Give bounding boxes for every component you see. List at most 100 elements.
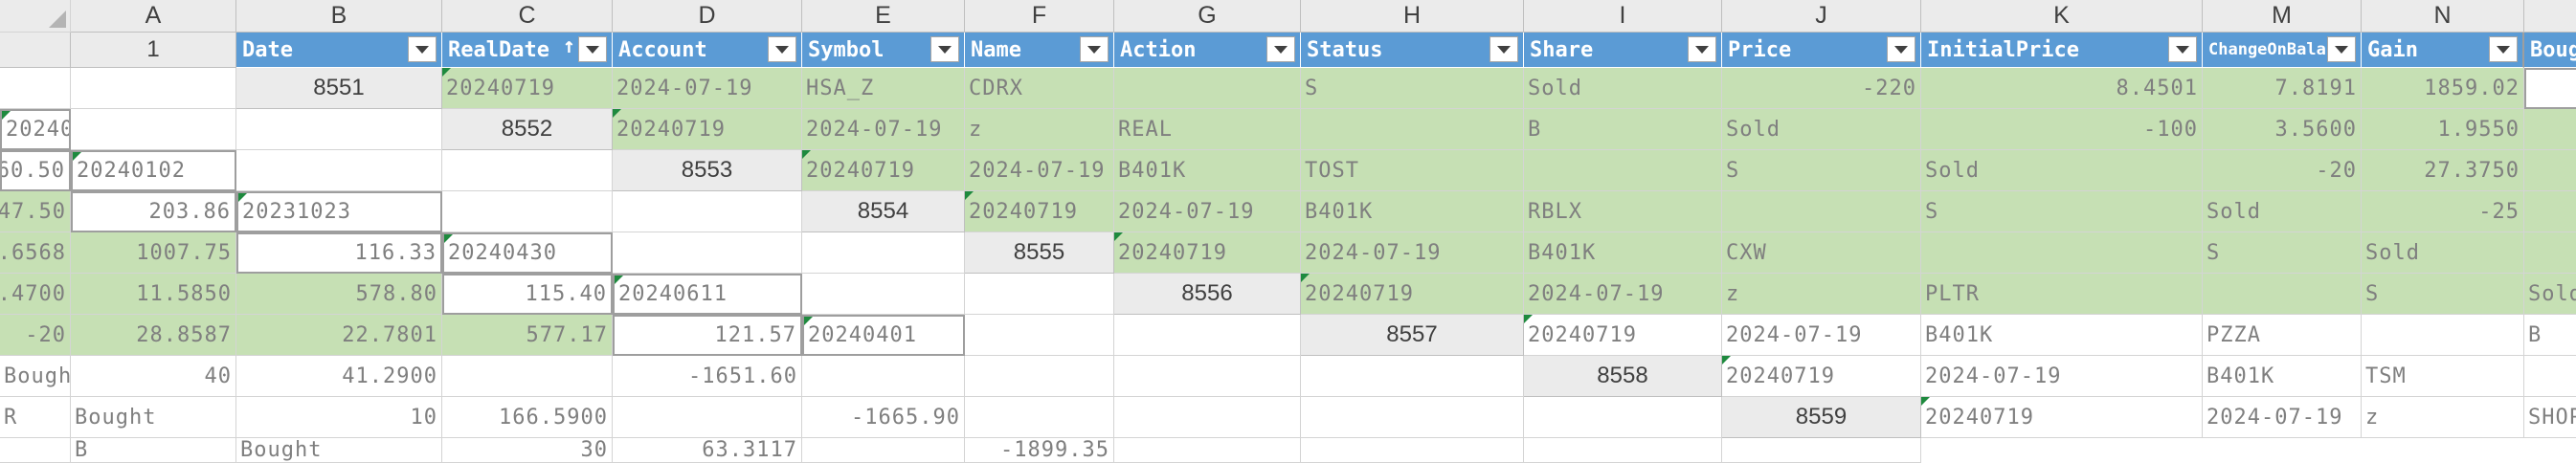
cell-boughtdate[interactable]: 20231023 xyxy=(236,191,442,232)
cell-status[interactable]: Sold xyxy=(1722,109,1921,150)
cell-share[interactable]: -25 xyxy=(2362,191,2524,232)
cell-realdate[interactable]: 2024-07-19 xyxy=(613,68,802,109)
cell-status[interactable]: Bought xyxy=(236,438,442,463)
row-header[interactable]: 8551 xyxy=(236,68,442,109)
cell-share[interactable]: -20 xyxy=(2203,150,2362,191)
column-header-n[interactable]: N xyxy=(2362,0,2524,33)
cell-share[interactable]: -20 xyxy=(0,315,71,356)
cell-action[interactable]: B xyxy=(2524,315,2576,356)
cell-realdate[interactable]: 2024-07-19 xyxy=(1524,274,1722,315)
cell-symbol[interactable]: TSM xyxy=(2362,356,2524,397)
filter-dropdown-button[interactable] xyxy=(768,36,796,62)
cell-account[interactable]: B401K xyxy=(2203,356,2362,397)
field-header-initialprice[interactable]: InitialPrice xyxy=(1921,33,2203,68)
cell-action[interactable]: S xyxy=(1722,150,1921,191)
filter-dropdown-button[interactable] xyxy=(1080,36,1109,62)
select-all-corner[interactable] xyxy=(0,0,71,33)
field-header-boughtdate[interactable]: BoughtDate xyxy=(2524,33,2576,68)
cell-changeonbalance[interactable]: -1665.90 xyxy=(802,397,965,438)
row-header[interactable]: 8555 xyxy=(965,232,1114,274)
cell-changeonbalance[interactable]: -1899.35 xyxy=(965,438,1114,463)
cell-account[interactable]: HSA_Z xyxy=(802,68,965,109)
cell-account[interactable]: B401K xyxy=(1524,232,1722,274)
cell-action[interactable]: S xyxy=(1301,68,1524,109)
cell-symbol[interactable]: PZZA xyxy=(2203,315,2362,356)
cell-realdate[interactable]: 2024-07-19 xyxy=(1301,232,1524,274)
column-header-g[interactable]: G xyxy=(1114,0,1301,33)
cell-symbol[interactable]: REAL xyxy=(1114,109,1301,150)
cell-changeonbalance[interactable]: 578.80 xyxy=(236,274,442,315)
column-header-a[interactable]: A xyxy=(71,0,236,33)
cell-realdate[interactable]: 2024-07-19 xyxy=(802,109,965,150)
cell-name[interactable] xyxy=(1921,232,2203,274)
cell-gain[interactable]: 203.86 xyxy=(71,191,236,232)
cell-gain[interactable]: 160.50 xyxy=(0,150,71,191)
cell-changeonbalance[interactable]: 577.17 xyxy=(442,315,613,356)
cell-date[interactable]: 20240719 xyxy=(965,191,1114,232)
cell-initialprice[interactable]: 1.9550 xyxy=(2362,109,2524,150)
cell-account[interactable]: z xyxy=(965,109,1114,150)
column-header-b[interactable]: B xyxy=(236,0,442,33)
cell-price[interactable]: 14.4700 xyxy=(0,274,71,315)
cell-boughtdate[interactable] xyxy=(1114,397,1301,438)
cell-share[interactable]: -220 xyxy=(1722,68,1921,109)
cell-date[interactable]: 20240719 xyxy=(1722,356,1921,397)
cell-share[interactable]: -40 xyxy=(2524,232,2576,274)
cell-gain[interactable]: 121.57 xyxy=(613,315,802,356)
cell-realdate[interactable]: 2024-07-19 xyxy=(1722,315,1921,356)
cell-changeonbalance[interactable]: 356.00 xyxy=(2524,109,2576,150)
cell-gain[interactable] xyxy=(1114,438,1301,463)
cell-initialprice[interactable] xyxy=(442,356,613,397)
cell-boughtdate[interactable]: 20240611 xyxy=(613,274,802,315)
cell-status[interactable]: Sold xyxy=(1921,150,2203,191)
cell-price[interactable]: 27.3750 xyxy=(2362,150,2524,191)
cell-boughtdate[interactable]: 20240401 xyxy=(802,315,965,356)
cell-date[interactable]: 20240719 xyxy=(1524,315,1722,356)
cell-date[interactable]: 20240719 xyxy=(442,68,613,109)
cell-share[interactable]: 40 xyxy=(71,356,236,397)
cell-gain[interactable]: 116.33 xyxy=(236,232,442,274)
column-header-e[interactable]: E xyxy=(802,0,965,33)
cell-initialprice[interactable]: 17.1818 xyxy=(2524,150,2576,191)
row-header[interactable]: 8559 xyxy=(1722,397,1921,438)
cell-price[interactable]: 41.2900 xyxy=(236,356,442,397)
filter-dropdown-button[interactable] xyxy=(2327,36,2356,62)
cell-price[interactable]: 166.5900 xyxy=(442,397,613,438)
cell-date[interactable]: 20240719 xyxy=(1921,397,2203,438)
cell-price[interactable]: 63.3117 xyxy=(613,438,802,463)
cell-name[interactable] xyxy=(2203,274,2362,315)
column-header-k[interactable]: K xyxy=(1921,0,2203,33)
filter-dropdown-button[interactable] xyxy=(408,36,437,62)
cell-boughtdate[interactable] xyxy=(1301,438,1524,463)
cell-account[interactable]: z xyxy=(1722,274,1921,315)
row-header-1[interactable]: 1 xyxy=(71,33,236,68)
cell-name[interactable] xyxy=(1301,109,1524,150)
cell-symbol[interactable]: RBLX xyxy=(1524,191,1722,232)
cell-changeonbalance[interactable]: 547.50 xyxy=(0,191,71,232)
field-header-gain[interactable]: Gain xyxy=(2362,33,2524,68)
field-header-symbol[interactable]: Symbol xyxy=(802,33,965,68)
cell-gain[interactable] xyxy=(965,397,1114,438)
field-header-date[interactable]: Date xyxy=(236,33,442,68)
cell-changeonbalance[interactable]: -1651.60 xyxy=(613,356,802,397)
cell-initialprice[interactable]: 35.6568 xyxy=(0,232,71,274)
field-header-share[interactable]: Share xyxy=(1524,33,1722,68)
cell-action[interactable]: B xyxy=(1524,109,1722,150)
cell-action[interactable]: S xyxy=(1921,191,2203,232)
row-header[interactable]: 8556 xyxy=(1114,274,1301,315)
cell-price[interactable]: 40.3100 xyxy=(2524,191,2576,232)
column-header-h[interactable]: H xyxy=(1301,0,1524,33)
cell-symbol[interactable]: CDRX xyxy=(965,68,1114,109)
cell-name[interactable] xyxy=(0,438,71,463)
cell-share[interactable]: 10 xyxy=(236,397,442,438)
cell-name[interactable] xyxy=(1114,68,1301,109)
cell-action[interactable]: B xyxy=(71,438,236,463)
field-header-changeonbalance[interactable]: ChangeOnBalance xyxy=(2203,33,2362,68)
cell-realdate[interactable]: 2024-07-19 xyxy=(965,150,1114,191)
filter-dropdown-button[interactable] xyxy=(1688,36,1716,62)
cell-boughtdate[interactable]: 20240430 xyxy=(442,232,613,274)
cell-gain[interactable]: 138.82 xyxy=(2524,68,2576,109)
cell-name[interactable] xyxy=(2362,315,2524,356)
filter-dropdown-button[interactable] xyxy=(578,36,607,62)
row-header[interactable]: 8557 xyxy=(1301,315,1524,356)
